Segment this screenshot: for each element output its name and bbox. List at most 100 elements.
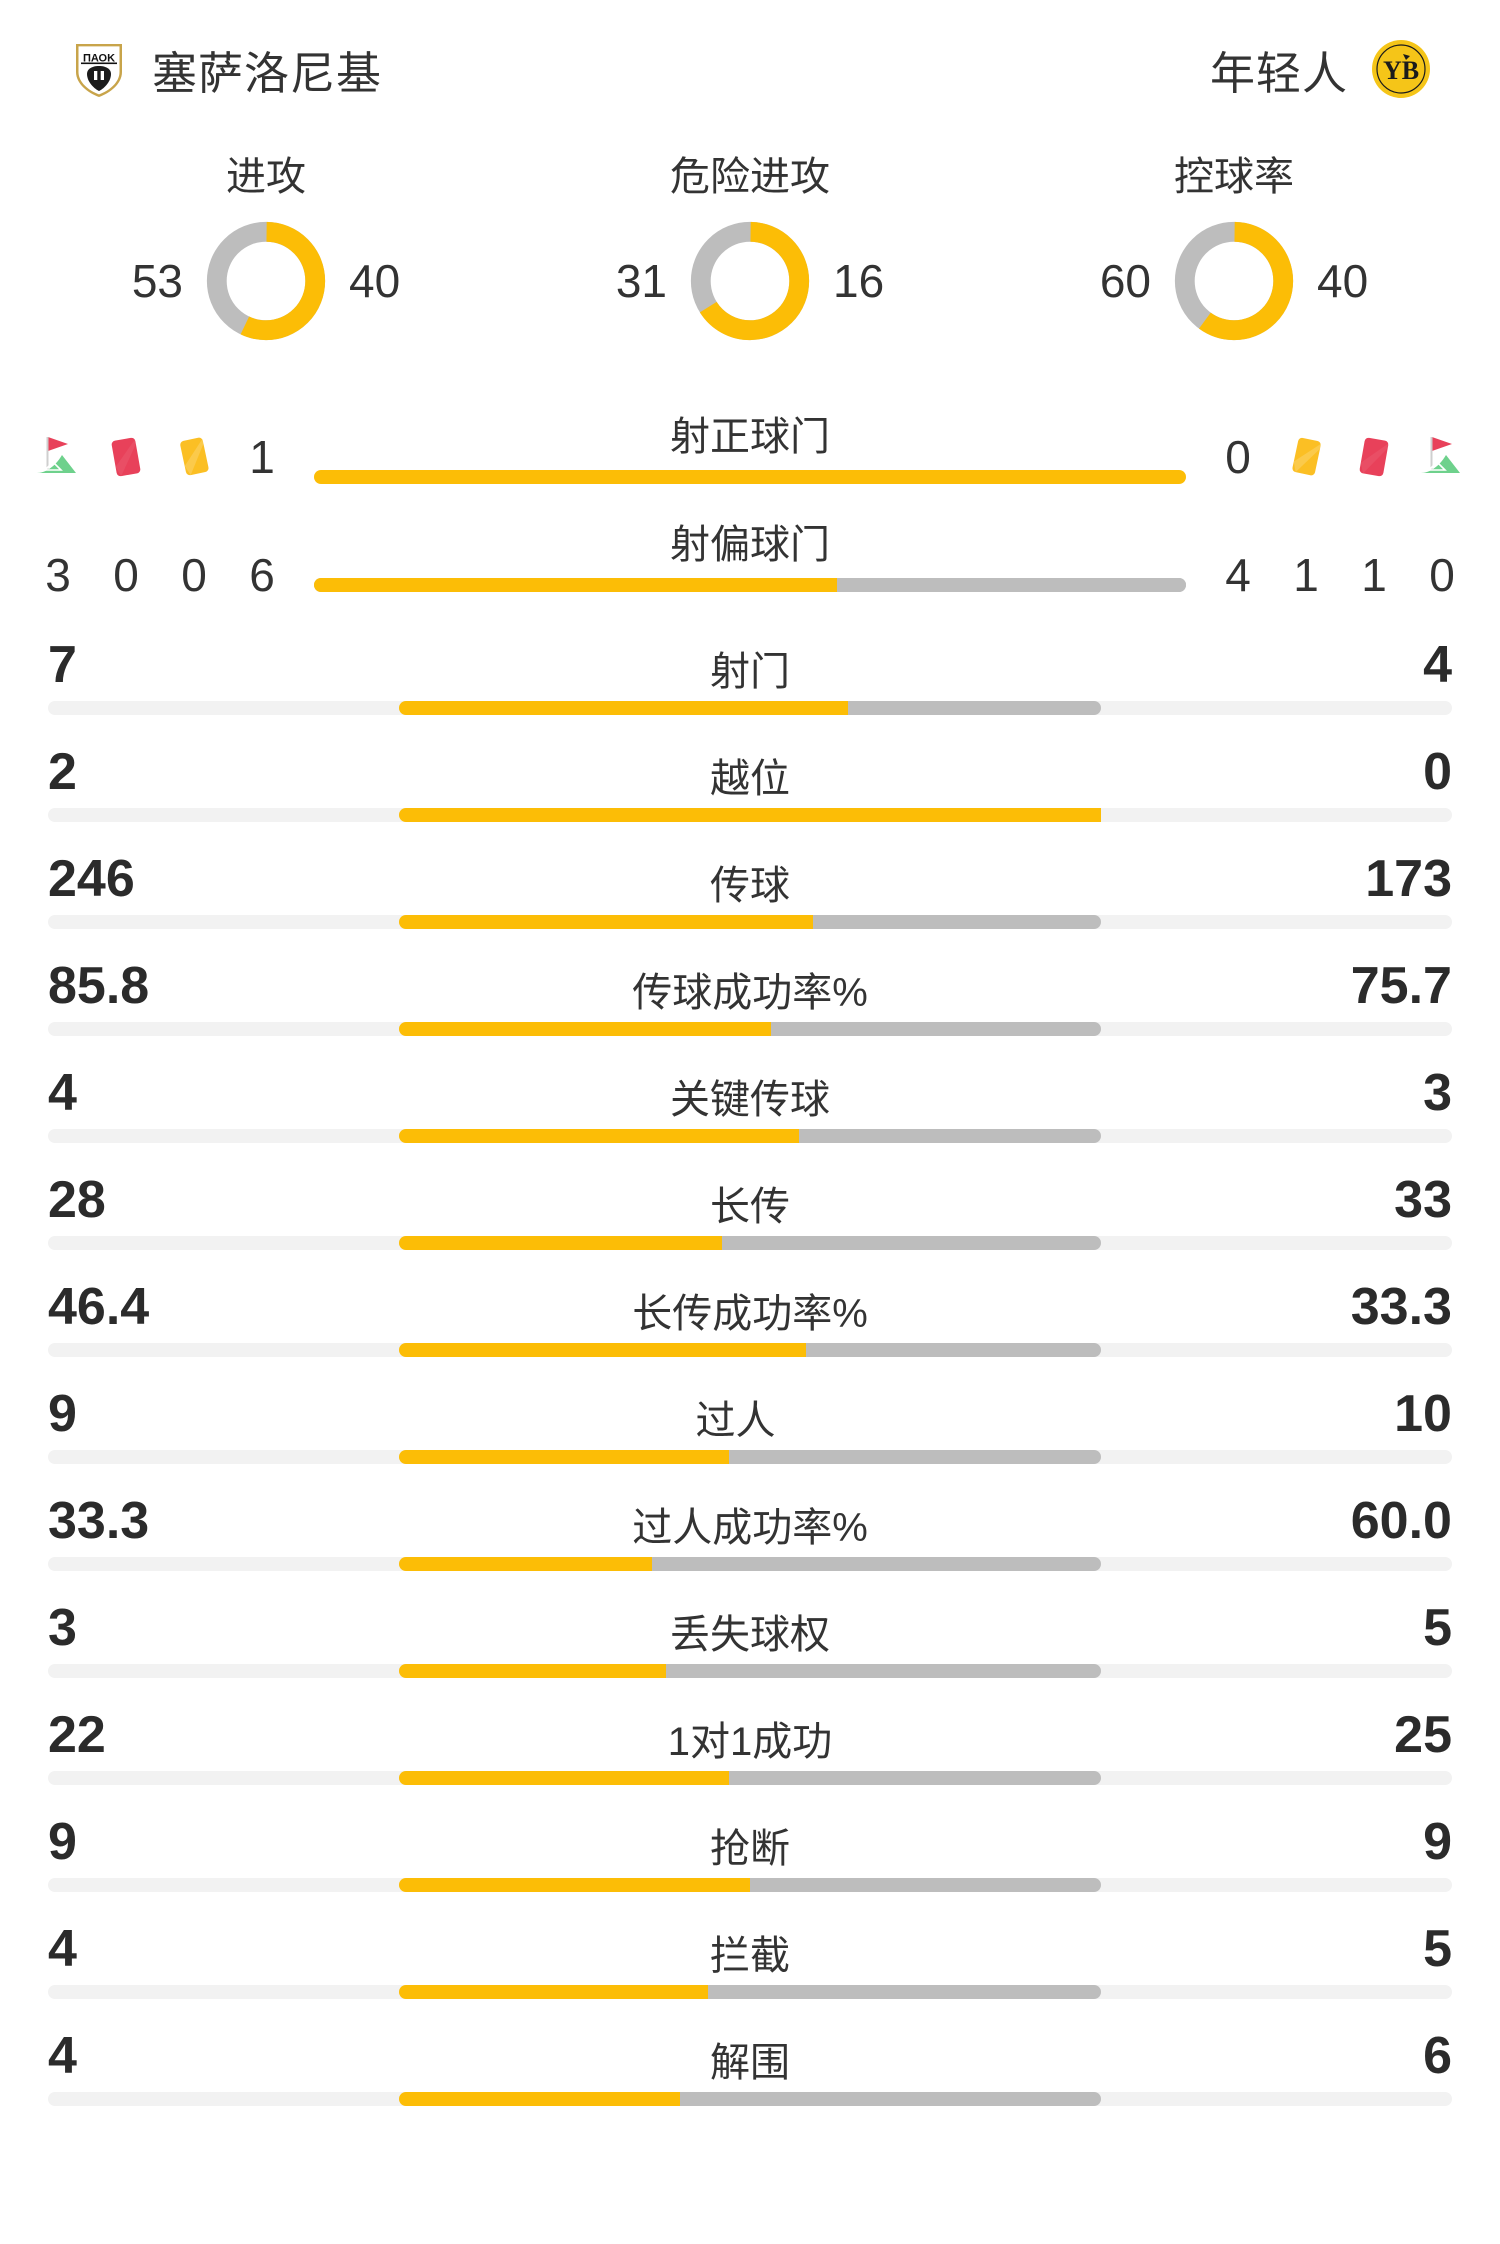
stat-away-bar bbox=[750, 1878, 1101, 1892]
stat-home-bar bbox=[399, 915, 814, 929]
stat-home-bar bbox=[399, 1557, 652, 1571]
stat-label: 长传成功率% bbox=[632, 1292, 868, 1336]
stat-home-value: 7 bbox=[48, 636, 77, 694]
donut-away-value: 40 bbox=[349, 255, 401, 307]
stat-away-value: 33.3 bbox=[1350, 1278, 1452, 1336]
stat-home-value: 246 bbox=[48, 850, 135, 908]
donut-home-value: 53 bbox=[131, 255, 183, 307]
stat-track bbox=[48, 1022, 1452, 1036]
stat-label: 射门 bbox=[710, 650, 790, 694]
stat-away-bar bbox=[848, 701, 1101, 715]
donut-title: 危险进攻 bbox=[670, 155, 830, 199]
stat-row: 28 长传 33 bbox=[24, 1169, 1476, 1276]
away-on-target-value: 0 bbox=[1225, 431, 1251, 483]
stat-away-bar bbox=[728, 1771, 1101, 1785]
stat-track bbox=[48, 1450, 1452, 1464]
home-discipline-numbers: 3 0 0 6 bbox=[24, 548, 296, 602]
stat-label: 过人成功率% bbox=[632, 1506, 868, 1550]
stat-home-bar bbox=[399, 1022, 772, 1036]
stat-home-value: 2 bbox=[48, 743, 77, 801]
off-target-away-fill bbox=[837, 578, 1186, 592]
stat-home-bar bbox=[399, 1450, 729, 1464]
stat-row: 7 射门 4 bbox=[24, 634, 1476, 741]
stat-home-bar bbox=[399, 808, 1101, 822]
away-yellow-cards-value: 1 bbox=[1293, 549, 1319, 601]
stat-home-bar bbox=[399, 1771, 729, 1785]
away-red-cards-value: 1 bbox=[1361, 549, 1387, 601]
yb-crest-icon: YB bbox=[1370, 38, 1432, 100]
on-target-label: 射正球门 bbox=[670, 415, 830, 459]
stat-away-value: 10 bbox=[1394, 1385, 1452, 1443]
stat-away-bar bbox=[721, 1236, 1101, 1250]
donut-away-value: 40 bbox=[1317, 255, 1369, 307]
stat-away-bar bbox=[799, 1129, 1101, 1143]
stat-home-bar bbox=[399, 1664, 666, 1678]
stat-away-value: 5 bbox=[1423, 1599, 1452, 1657]
stat-label: 越位 bbox=[710, 757, 790, 801]
stat-row: 4 关键传球 3 bbox=[24, 1062, 1476, 1169]
stat-home-value: 9 bbox=[48, 1813, 77, 1871]
corner-flag-icon bbox=[24, 433, 92, 481]
stat-row: 246 传球 173 bbox=[24, 848, 1476, 955]
stat-row: 9 过人 10 bbox=[24, 1383, 1476, 1490]
donut-home-arc bbox=[690, 221, 810, 341]
home-yellow-cards-value: 0 bbox=[181, 549, 207, 601]
stat-track bbox=[48, 1343, 1452, 1357]
stat-home-value: 9 bbox=[48, 1385, 77, 1443]
stat-home-value: 3 bbox=[48, 1599, 77, 1657]
stat-away-value: 173 bbox=[1365, 850, 1452, 908]
donut-chart bbox=[201, 216, 331, 346]
red-card-icon bbox=[1340, 430, 1408, 484]
stat-label: 传球 bbox=[710, 864, 790, 908]
donut-title: 控球率 bbox=[1174, 155, 1294, 199]
stat-away-bar bbox=[771, 1022, 1101, 1036]
stat-row: 85.8 传球成功率% 75.7 bbox=[24, 955, 1476, 1062]
stat-track bbox=[48, 1557, 1452, 1571]
stat-track bbox=[48, 2092, 1452, 2106]
stat-away-value: 4 bbox=[1423, 636, 1452, 694]
yellow-card-icon bbox=[160, 430, 228, 484]
stat-home-value: 46.4 bbox=[48, 1278, 150, 1336]
special-row-off-target: 3 0 0 6 射偏球门 4 1 1 0 bbox=[24, 516, 1476, 634]
stat-away-value: 33 bbox=[1394, 1171, 1452, 1229]
on-target-bar bbox=[314, 470, 1186, 484]
stat-away-value: 0 bbox=[1423, 743, 1452, 801]
stat-away-value: 75.7 bbox=[1350, 957, 1452, 1015]
away-discipline-icons: 0 bbox=[1204, 430, 1476, 484]
donut-cell-1: 危险进攻 31 16 bbox=[508, 144, 992, 398]
red-card-icon bbox=[92, 430, 160, 484]
stat-label: 传球成功率% bbox=[632, 971, 868, 1015]
stat-label: 解围 bbox=[710, 2041, 790, 2085]
donut-away-value: 16 bbox=[833, 255, 885, 307]
stat-away-bar bbox=[806, 1343, 1101, 1357]
donut-cell-2: 控球率 60 40 bbox=[992, 144, 1476, 398]
donut-cell-0: 进攻 53 40 bbox=[24, 144, 508, 398]
stat-label: 拦截 bbox=[710, 1934, 790, 1978]
stat-track bbox=[48, 915, 1452, 929]
stat-track bbox=[48, 1985, 1452, 1999]
home-team-name: 塞萨洛尼基 bbox=[152, 47, 383, 99]
stat-home-value: 4 bbox=[48, 2027, 77, 2085]
stat-label: 抢断 bbox=[710, 1827, 790, 1871]
svg-text:ΠΑΟΚ: ΠΑΟΚ bbox=[83, 53, 115, 65]
stat-away-bar bbox=[679, 2092, 1101, 2106]
stat-home-bar bbox=[399, 1236, 722, 1250]
stat-label: 丢失球权 bbox=[670, 1613, 830, 1657]
stat-track bbox=[48, 1664, 1452, 1678]
stat-row: 4 解围 6 bbox=[24, 2025, 1476, 2132]
away-team: 年轻人 YB bbox=[1210, 37, 1432, 102]
on-target-home-fill bbox=[314, 470, 1186, 484]
stat-away-value: 25 bbox=[1394, 1706, 1452, 1764]
corner-flag-icon bbox=[1408, 433, 1476, 481]
donut-home-arc bbox=[206, 221, 326, 341]
yellow-card-icon bbox=[1272, 430, 1340, 484]
stat-away-bar bbox=[707, 1985, 1101, 1999]
stat-away-value: 9 bbox=[1423, 1813, 1452, 1871]
stat-row: 22 1对1成功 25 bbox=[24, 1704, 1476, 1811]
stat-row: 2 越位 0 bbox=[24, 741, 1476, 848]
stat-track bbox=[48, 1878, 1452, 1892]
stat-home-value: 22 bbox=[48, 1706, 106, 1764]
stat-away-value: 3 bbox=[1423, 1064, 1452, 1122]
donut-home-value: 60 bbox=[1099, 255, 1151, 307]
